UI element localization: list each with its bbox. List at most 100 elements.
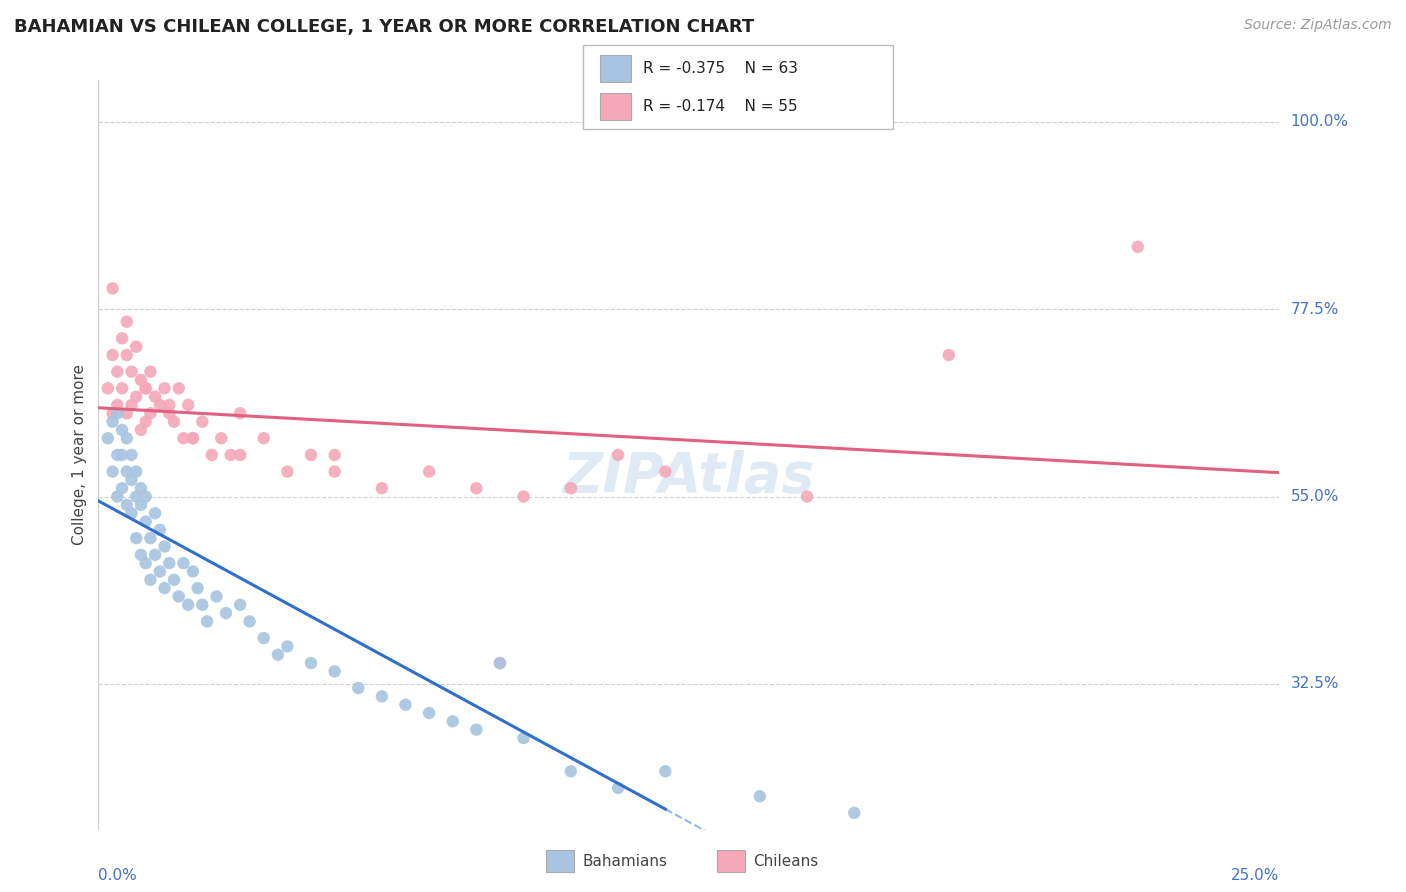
Point <box>149 565 172 579</box>
Point <box>253 431 276 445</box>
Point <box>125 490 148 504</box>
Point <box>125 340 148 354</box>
Text: 25.0%: 25.0% <box>1232 869 1279 883</box>
Point <box>394 698 416 712</box>
Point <box>239 615 262 629</box>
Text: 32.5%: 32.5% <box>1291 676 1339 691</box>
Point <box>276 465 298 479</box>
Point <box>121 506 143 520</box>
Point <box>323 448 346 462</box>
Point <box>323 665 346 679</box>
Point <box>276 640 298 654</box>
Point <box>607 780 630 795</box>
Point <box>371 481 394 495</box>
Point <box>195 615 218 629</box>
Point <box>153 581 176 595</box>
Point <box>844 805 866 820</box>
Point <box>465 481 488 495</box>
Point <box>139 531 162 545</box>
Point <box>115 498 138 512</box>
Point <box>489 656 512 670</box>
Point <box>560 764 582 779</box>
Point <box>489 656 512 670</box>
Point <box>441 714 464 729</box>
Point <box>105 490 128 504</box>
Point <box>153 381 176 395</box>
Point <box>129 373 152 387</box>
Point <box>115 348 138 362</box>
Point <box>1126 240 1149 254</box>
Point <box>135 381 157 395</box>
Point <box>418 706 440 720</box>
Point <box>654 764 676 779</box>
Point <box>938 348 960 362</box>
Point <box>191 415 214 429</box>
Point <box>111 481 134 495</box>
Point <box>135 490 157 504</box>
Point <box>191 598 214 612</box>
Text: BAHAMIAN VS CHILEAN COLLEGE, 1 YEAR OR MORE CORRELATION CHART: BAHAMIAN VS CHILEAN COLLEGE, 1 YEAR OR M… <box>14 18 754 36</box>
Point <box>465 723 488 737</box>
Text: 77.5%: 77.5% <box>1291 301 1339 317</box>
Text: Bahamians: Bahamians <box>582 854 666 869</box>
Text: 55.0%: 55.0% <box>1291 489 1339 504</box>
Point <box>115 465 138 479</box>
Point <box>187 581 209 595</box>
Point <box>111 423 134 437</box>
Point <box>101 406 124 420</box>
Point <box>97 381 120 395</box>
Point <box>121 473 143 487</box>
Point <box>347 681 370 695</box>
Point <box>323 465 346 479</box>
Point <box>229 406 252 420</box>
Point <box>129 548 152 562</box>
Point <box>748 789 770 804</box>
Point <box>143 390 166 404</box>
Point <box>371 690 394 704</box>
Point <box>177 598 200 612</box>
Point <box>121 398 143 412</box>
Point <box>149 398 172 412</box>
Point <box>607 448 630 462</box>
Text: 100.0%: 100.0% <box>1291 114 1348 129</box>
Point <box>135 415 157 429</box>
Point <box>143 548 166 562</box>
Point <box>209 431 232 445</box>
Point <box>101 281 124 295</box>
Point <box>229 448 252 462</box>
Point <box>139 406 162 420</box>
Point <box>163 573 186 587</box>
Point <box>111 448 134 462</box>
Point <box>135 381 157 395</box>
Text: Source: ZipAtlas.com: Source: ZipAtlas.com <box>1244 18 1392 32</box>
Point <box>153 540 176 554</box>
Text: Chileans: Chileans <box>754 854 818 869</box>
Point <box>512 490 534 504</box>
Y-axis label: College, 1 year or more: College, 1 year or more <box>72 365 87 545</box>
Point <box>229 598 252 612</box>
Point <box>215 606 238 620</box>
Point <box>149 523 172 537</box>
Point <box>101 465 124 479</box>
Point <box>111 381 134 395</box>
Point <box>253 631 276 645</box>
Point <box>157 398 180 412</box>
Text: 0.0%: 0.0% <box>98 869 138 883</box>
Point <box>299 448 322 462</box>
Point <box>101 348 124 362</box>
Point <box>181 431 204 445</box>
Point <box>111 331 134 345</box>
Point <box>105 406 128 420</box>
Point <box>219 448 242 462</box>
Point <box>125 390 148 404</box>
Point <box>135 556 157 570</box>
Point <box>125 531 148 545</box>
Point <box>172 556 194 570</box>
Point <box>115 406 138 420</box>
Point <box>139 573 162 587</box>
Point <box>560 481 582 495</box>
Point <box>796 490 818 504</box>
Point <box>157 406 180 420</box>
Point <box>101 415 124 429</box>
Point <box>201 448 224 462</box>
